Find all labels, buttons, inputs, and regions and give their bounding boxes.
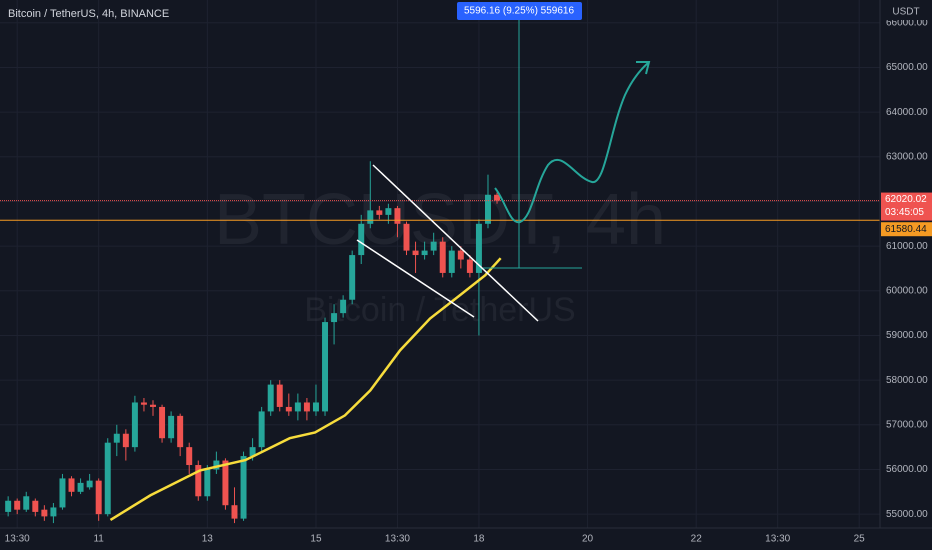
candle-body <box>23 496 30 510</box>
candle-body <box>204 469 211 497</box>
candle-body <box>358 223 365 256</box>
candle-body <box>258 411 265 448</box>
y-tick-label: 64000.00 <box>886 107 928 118</box>
candle-body <box>77 482 84 492</box>
candle-body <box>367 210 374 224</box>
candle-body <box>32 500 39 512</box>
trend-line <box>372 164 539 322</box>
x-tick-label: 25 <box>854 534 866 545</box>
y-tick-label: 55000.00 <box>886 509 928 520</box>
y-tick-label: 58000.00 <box>886 375 928 386</box>
candle-body <box>240 456 247 519</box>
x-tick-label: 11 <box>93 534 104 545</box>
x-tick-label: 20 <box>582 534 594 545</box>
candle-body <box>439 241 446 273</box>
candle-body <box>303 402 310 412</box>
arrow-head <box>636 61 651 75</box>
x-tick-label: 13 <box>202 534 214 545</box>
candle-body <box>86 480 93 488</box>
x-tick-label: 22 <box>691 534 703 545</box>
candle-body <box>466 259 473 273</box>
y-tick-label: 63000.00 <box>886 151 928 162</box>
trend-line <box>356 239 475 318</box>
candle-body <box>177 415 184 448</box>
y-tick-label: 57000.00 <box>886 419 928 430</box>
price-axis <box>880 0 932 550</box>
candle-body <box>294 402 301 412</box>
candle-body <box>312 402 319 412</box>
candle-body <box>285 406 292 412</box>
y-tick-label: 65000.00 <box>886 62 928 73</box>
candle-body <box>122 433 129 448</box>
candle-body <box>104 442 111 515</box>
candle-body <box>5 500 12 512</box>
candle-body <box>421 250 428 256</box>
candle-body <box>430 241 437 251</box>
x-tick-label: 18 <box>473 534 485 545</box>
x-tick-label: 13:30 <box>5 534 30 545</box>
candle-body <box>95 480 102 515</box>
candle-body <box>385 208 392 215</box>
candle-body <box>159 406 166 439</box>
last-price-box <box>881 192 932 221</box>
candle-body <box>494 194 501 201</box>
plot <box>0 161 880 524</box>
candle-body <box>150 404 156 407</box>
candle-body <box>213 460 220 470</box>
forecast-arrow <box>494 62 649 224</box>
candle-body <box>331 313 338 323</box>
candle-body <box>340 299 347 314</box>
x-tick-label: 13:30 <box>765 534 790 545</box>
candle-body <box>394 208 401 224</box>
candle-body <box>412 250 419 256</box>
measure-label: 5596.16 (9.25%) 559616 <box>464 6 575 17</box>
candle-body <box>14 500 21 510</box>
y-tick-label: 59000.00 <box>886 330 928 341</box>
candle-body <box>140 402 147 405</box>
candle-body <box>322 322 329 412</box>
x-tick-label: 15 <box>310 534 322 545</box>
candle-body <box>249 447 256 457</box>
currency-box <box>884 4 928 20</box>
candle-body <box>168 415 175 439</box>
candle-body <box>68 478 75 492</box>
y-tick-label: 66000.00 <box>886 17 928 28</box>
candle-body <box>475 223 482 273</box>
countdown-label: 03:45:05 <box>885 207 924 218</box>
candle-body <box>267 384 274 412</box>
x-tick-label: 13:30 <box>385 534 410 545</box>
y-tick-label: 61000.00 <box>886 241 928 252</box>
candle-body <box>276 384 283 407</box>
candle-body <box>403 223 410 251</box>
candle-body <box>457 250 464 260</box>
y-tick-label: 60000.00 <box>886 285 928 296</box>
axes: 55000.00 56000.00 57000.00 58000.00 59000.00… <box>5 17 932 545</box>
candle-body <box>231 505 238 519</box>
candle-body <box>376 210 383 215</box>
candle-body <box>59 478 66 508</box>
candle-body <box>484 194 491 224</box>
y-tick-label: 56000.00 <box>886 464 928 475</box>
candle-body <box>349 255 356 300</box>
candle-body <box>113 433 120 443</box>
chart-title: Bitcoin / TetherUS, 4h, BINANCE <box>8 8 169 20</box>
candle-body <box>222 460 229 506</box>
measure-box <box>457 2 582 20</box>
candle-body <box>50 507 57 517</box>
alert-price-box <box>881 222 932 237</box>
candle-body <box>448 250 455 273</box>
last-price-label: 62020.02 <box>885 194 927 205</box>
candle-body <box>131 402 138 448</box>
moving-average <box>109 257 502 522</box>
time-axis <box>0 528 880 550</box>
alert-price-label: 61580.44 <box>885 224 927 235</box>
candle-body <box>195 465 202 497</box>
candle-body <box>41 509 48 517</box>
candle-body <box>186 447 193 466</box>
currency: USDT <box>892 7 919 18</box>
